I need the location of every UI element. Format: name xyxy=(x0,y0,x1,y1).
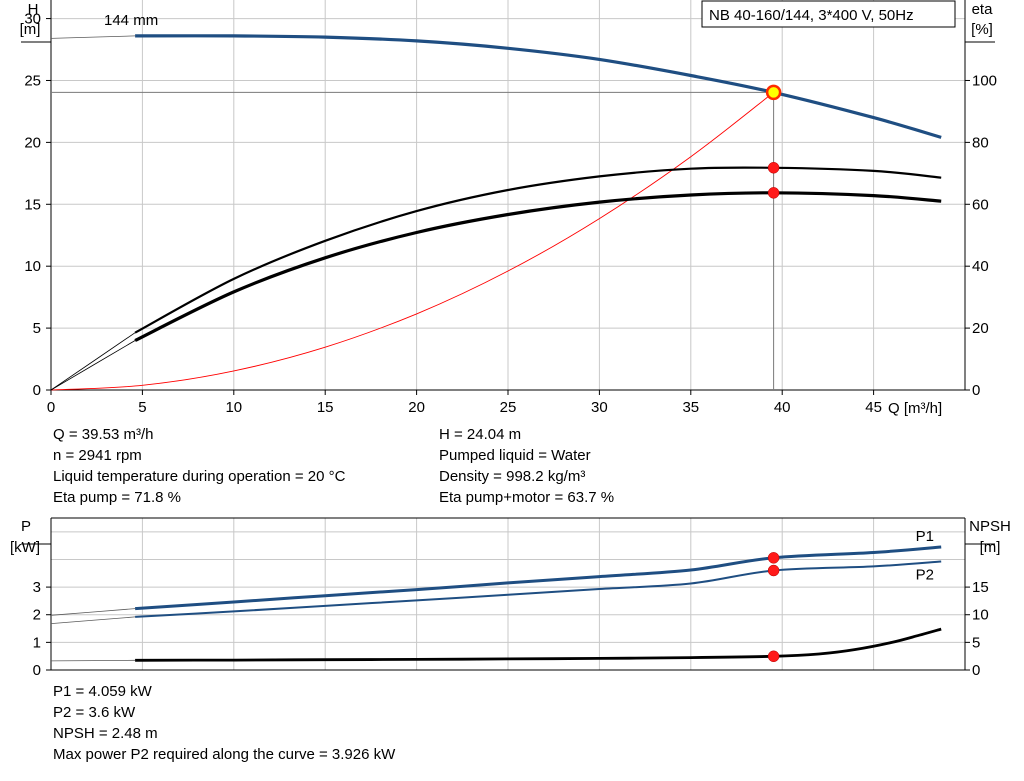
x-tick-label: 25 xyxy=(500,399,517,416)
eta-pump-result: Eta pump = 71.8 % xyxy=(53,489,181,506)
y2-tick-label: 100 xyxy=(972,72,997,89)
system-curve xyxy=(50,92,774,391)
max-power-result: Max power P2 required along the curve = … xyxy=(53,746,396,763)
x-tick-label: 45 xyxy=(865,399,882,416)
y2-tick-label: 5 xyxy=(972,634,980,651)
y2-axis-unit: [m] xyxy=(980,539,1001,556)
y2-tick-label: 15 xyxy=(972,579,989,596)
y-tick-label: 1 xyxy=(33,634,41,651)
x-tick-label: 35 xyxy=(682,399,699,416)
eta-motor-curve xyxy=(134,166,942,334)
y2-tick-label: 40 xyxy=(972,258,989,275)
p1-curve xyxy=(134,545,942,611)
y-tick-label: 30 xyxy=(24,11,41,28)
liquid-result: Pumped liquid = Water xyxy=(439,447,591,464)
head-curve xyxy=(135,34,942,139)
eta-motor-curve-extrapolated xyxy=(50,332,136,391)
head-curve-extrapolated xyxy=(50,35,136,39)
y-tick-label: 15 xyxy=(24,196,41,213)
y-tick-label: 0 xyxy=(33,382,41,399)
y2-tick-label: 60 xyxy=(972,196,989,213)
p1-series-label: P1 xyxy=(916,528,934,545)
x-tick-label: 10 xyxy=(225,399,242,416)
y2-axis-label: NPSH xyxy=(969,518,1011,535)
x-tick-label: 15 xyxy=(317,399,334,416)
results-power: P1 = 4.059 kW P2 = 3.6 kW NPSH = 2.48 m … xyxy=(53,681,395,765)
x-tick-label: 20 xyxy=(408,399,425,416)
eta-pump-curve-extrapolated xyxy=(50,340,136,391)
npsh-curve-extrapolated xyxy=(50,659,136,662)
y2-tick-label: 10 xyxy=(972,607,989,624)
y2-tick-label: 0 xyxy=(972,662,980,679)
y2-tick-label: 80 xyxy=(972,134,989,151)
eta-total-result: Eta pump+motor = 63.7 % xyxy=(439,489,615,506)
y-axis-unit: [m] xyxy=(20,21,41,38)
flow-result: Q = 39.53 m³/h xyxy=(53,426,154,443)
curve-label: 144 mm xyxy=(104,12,158,29)
y-tick-label: 5 xyxy=(33,320,41,337)
y-axis-label: P xyxy=(21,518,31,535)
x-tick-label: 0 xyxy=(47,399,55,416)
p2-series-label: P2 xyxy=(916,566,934,583)
speed-result: n = 2941 rpm xyxy=(53,447,142,464)
x-tick-label: 40 xyxy=(774,399,791,416)
y-axis-unit: [kW] xyxy=(10,539,40,556)
p1-curve-extrapolated xyxy=(50,608,136,616)
npsh-result: NPSH = 2.48 m xyxy=(53,725,158,742)
y2-axis-label: eta xyxy=(972,1,994,18)
y-tick-label: 2 xyxy=(33,607,41,624)
p1-operating-point xyxy=(767,552,780,564)
head-operating-point xyxy=(765,84,782,101)
results-right: H = 24.04 m Pumped liquid = Water Densit… xyxy=(439,424,614,508)
npsh-operating-point xyxy=(767,650,780,663)
p2-result: P2 = 3.6 kW xyxy=(53,704,136,721)
p2-operating-point xyxy=(767,564,780,577)
y-tick-label: 20 xyxy=(24,134,41,151)
p2-curve-extrapolated xyxy=(50,616,136,624)
title-box xyxy=(701,0,956,28)
x-tick-label: 30 xyxy=(591,399,608,416)
p1-result: P1 = 4.059 kW xyxy=(53,683,152,700)
y2-tick-label: 0 xyxy=(972,382,980,399)
power-npsh-panel: 0 1 2 3 0 5 10 15 P [kW] NPSH [m] P1 P2 xyxy=(10,517,1011,679)
eta-pump-operating-point xyxy=(767,187,780,199)
density-result: Density = 998.2 kg/m³ xyxy=(439,468,586,485)
y-tick-label: 3 xyxy=(33,579,41,596)
temperature-result: Liquid temperature during operation = 20… xyxy=(53,468,346,485)
chart-title: NB 40-160/144, 3*400 V, 50Hz xyxy=(709,7,914,24)
y-tick-label: 10 xyxy=(24,258,41,275)
x-axis-label: Q [m³/h] xyxy=(888,400,942,417)
head-efficiency-panel: 0 5 10 15 20 25 30 35 40 45 0 5 10 15 20 25 30 0 20 40 60 80 1… xyxy=(20,0,997,417)
npsh-curve xyxy=(135,627,942,662)
y-axis-label: H xyxy=(28,1,39,18)
results-left: Q = 39.53 m³/h n = 2941 rpm Liquid tempe… xyxy=(53,424,345,508)
y-tick-label: 25 xyxy=(24,72,41,89)
y2-axis-unit: [%] xyxy=(971,21,993,38)
eta-motor-operating-point xyxy=(767,162,780,174)
head-result: H = 24.04 m xyxy=(439,426,522,443)
y-tick-label: 0 xyxy=(33,662,41,679)
x-tick-label: 5 xyxy=(138,399,146,416)
eta-pump-curve xyxy=(134,191,942,342)
y2-tick-label: 20 xyxy=(972,320,989,337)
p2-curve xyxy=(135,560,942,618)
